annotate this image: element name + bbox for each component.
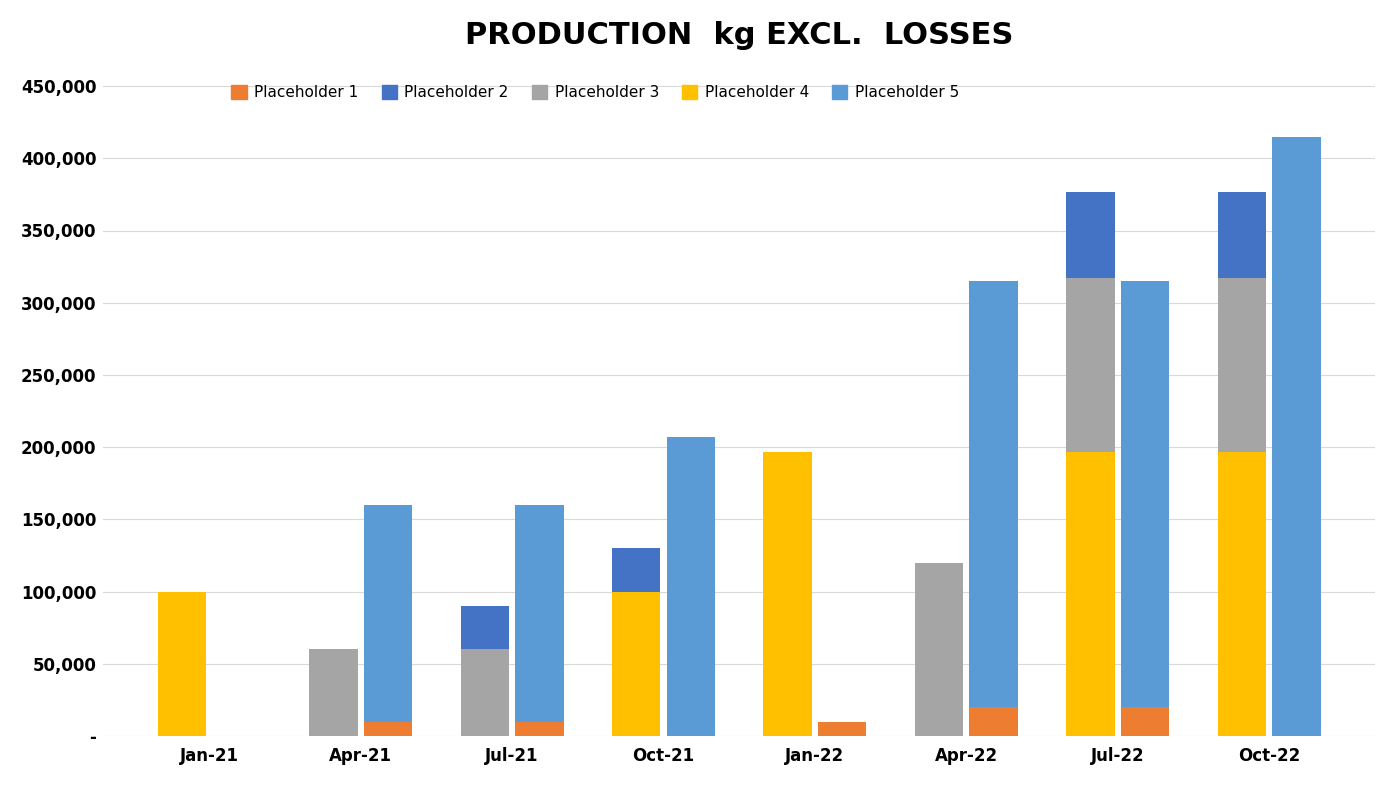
Legend: Placeholder 1, Placeholder 2, Placeholder 3, Placeholder 4, Placeholder 5: Placeholder 1, Placeholder 2, Placeholde… xyxy=(225,79,965,107)
Bar xyxy=(969,707,1018,736)
Bar xyxy=(309,649,357,736)
Bar xyxy=(969,281,1018,707)
Bar xyxy=(1217,451,1266,736)
Bar xyxy=(666,437,715,736)
Bar xyxy=(515,505,564,722)
Bar xyxy=(914,563,963,736)
Bar xyxy=(818,722,867,736)
Bar xyxy=(461,649,510,736)
Bar xyxy=(364,722,412,736)
Bar xyxy=(461,606,510,649)
Bar xyxy=(1272,137,1321,736)
Bar xyxy=(611,549,660,592)
Bar xyxy=(764,451,812,736)
Bar xyxy=(1067,451,1115,736)
Bar xyxy=(1121,707,1170,736)
Bar xyxy=(364,505,412,722)
Bar xyxy=(611,592,660,736)
Bar xyxy=(1121,281,1170,707)
Title: PRODUCTION  kg EXCL.  LOSSES: PRODUCTION kg EXCL. LOSSES xyxy=(465,21,1013,50)
Bar xyxy=(515,722,564,736)
Bar xyxy=(1067,192,1115,278)
Bar xyxy=(1217,192,1266,278)
Bar xyxy=(1217,278,1266,451)
Bar xyxy=(158,592,207,736)
Bar xyxy=(1067,278,1115,451)
